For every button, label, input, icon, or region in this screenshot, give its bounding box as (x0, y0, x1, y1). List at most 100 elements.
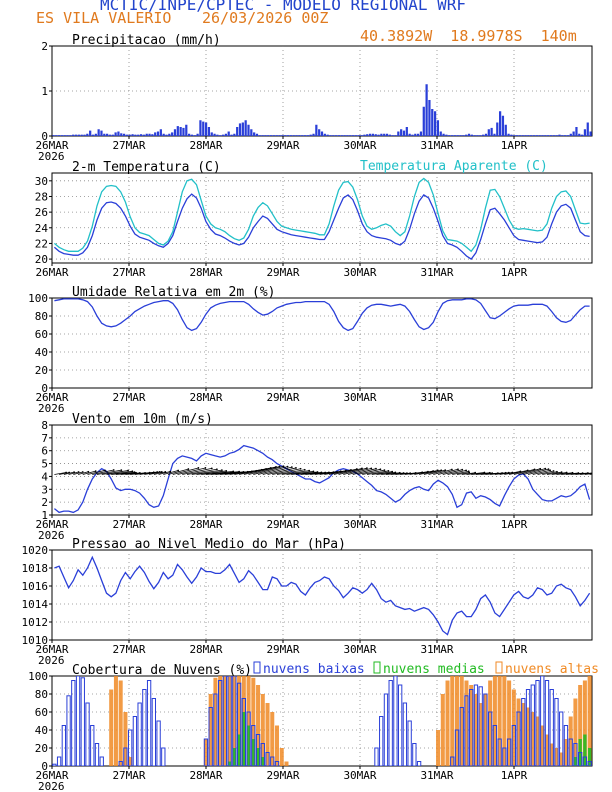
x-tick-label: 29MAR (266, 139, 299, 152)
cloud-low-bar (274, 761, 280, 766)
cloud-low-bar (454, 729, 460, 766)
x-tick-label: 26MAR (35, 518, 68, 531)
precip-bar (450, 135, 454, 136)
cloud-low-bar (132, 716, 138, 766)
cloud-high-bar (440, 694, 445, 766)
cloud-low-bar (393, 676, 398, 766)
plot-area (53, 177, 590, 260)
wind-arrow (333, 468, 357, 475)
x-tick-label: 31MAR (420, 391, 453, 404)
y-tick-label: 8 (41, 419, 48, 432)
wind-arrow (205, 471, 240, 475)
wind-arrow (376, 471, 396, 475)
precip-bar (250, 129, 253, 136)
precip-bar (196, 133, 199, 136)
wind-arrow (291, 471, 318, 475)
cloud-low-bar (118, 761, 123, 766)
precip-bar (230, 134, 233, 136)
x-tick-label: 28MAR (189, 139, 222, 152)
cloud-low-bar (412, 743, 417, 766)
cloud-low-bar (236, 682, 242, 766)
legend-low: nuvens baixas (263, 662, 365, 677)
wind-arrow (63, 471, 75, 475)
wind-arrow-head (303, 468, 306, 471)
cloud-low-bar (52, 763, 57, 766)
precip-bar (315, 124, 318, 136)
wind-arrow (357, 468, 381, 475)
cloud-low-bar (146, 680, 152, 766)
year-label: 2026 (38, 402, 65, 415)
cloud-low-bar (85, 702, 90, 766)
wind-arrow (556, 472, 573, 475)
cloud-low-bar (483, 693, 488, 766)
cloud-high-bar (554, 748, 559, 766)
y-tick-label: 24 (35, 222, 49, 235)
cloud-high-bar (279, 748, 284, 766)
precip-bar (199, 120, 202, 136)
wind-arrow-head (308, 469, 311, 472)
cloud-low-bar (251, 725, 256, 766)
cloud-mid-bar (256, 748, 260, 766)
precip-bar (165, 134, 168, 136)
precip-bar (179, 127, 182, 136)
y-tick-label: 4 (41, 470, 48, 483)
precip-bar (128, 134, 131, 136)
wind-arrow-head (605, 471, 607, 473)
wind-arrow-head (81, 471, 84, 473)
precip-bar (417, 133, 420, 136)
wind-arrow-head (177, 469, 180, 472)
precip-bar (255, 133, 259, 136)
cloud-mid-bar (261, 757, 265, 766)
x-tick-label: 26MAR (35, 391, 68, 404)
panel-rh: 0 20 40 60 80 100 26MAR 27MAR 28MAR 29MAR 30MAR 31M… (28, 285, 593, 415)
cloud-low-bar (270, 756, 275, 766)
x-tick-label: 29MAR (266, 391, 299, 404)
cloud-high-bar (118, 680, 123, 766)
x-tick-label: 29MAR (266, 266, 299, 279)
cloud-low-bar (227, 676, 232, 766)
precip-bar (213, 133, 216, 136)
y-tick-label: 0 (41, 760, 48, 773)
wind-arrow (532, 469, 551, 475)
cloud-low-bar (402, 702, 408, 766)
legend-apparent-temp: Temperatura Aparente (C) (360, 159, 548, 174)
temp-line (53, 193, 590, 260)
wind-arrow (324, 470, 347, 475)
precip-bar (527, 135, 530, 136)
cloud-low-bar (530, 684, 535, 766)
y-tick-label: 0 (41, 130, 48, 143)
wind-arrow-head (120, 469, 123, 472)
cloud-low-bar (222, 676, 228, 766)
legend-mid: nuvens medias (383, 662, 485, 677)
cloud-high-bar (270, 712, 275, 766)
wind-arrow (428, 469, 446, 475)
precip-bar (465, 134, 468, 136)
cloud-low-bar (75, 676, 81, 766)
precip-bar (346, 135, 349, 136)
cloud-high-bar (128, 757, 133, 766)
x-tick-label: 1APR (501, 266, 528, 279)
precip-bar (448, 135, 451, 136)
wind-arrow-head (387, 470, 390, 472)
cloud-mid-bar (246, 725, 251, 766)
precip-bar (281, 135, 284, 136)
precip-bar (137, 134, 140, 136)
cloud-low-bar (383, 693, 389, 766)
cloud-high-bar (450, 676, 455, 766)
wind-arrow-head (444, 469, 447, 472)
precip-bar (233, 133, 236, 136)
precip-bar (216, 134, 219, 136)
wind-arrow-head (312, 470, 315, 473)
wind-arrow-head (391, 470, 394, 473)
cloud-low-bar (56, 756, 62, 766)
precip-bar (162, 133, 165, 136)
precip-bar (377, 134, 380, 136)
precip-bar (499, 111, 502, 136)
wind-arrow (527, 468, 549, 475)
y-tick-label: 1 (41, 509, 48, 522)
precip-bar (320, 131, 324, 136)
year-label: 2026 (38, 654, 65, 667)
precip-bar (69, 135, 72, 136)
x-tick-label: 27MAR (112, 769, 145, 782)
precip-bar (120, 133, 123, 136)
